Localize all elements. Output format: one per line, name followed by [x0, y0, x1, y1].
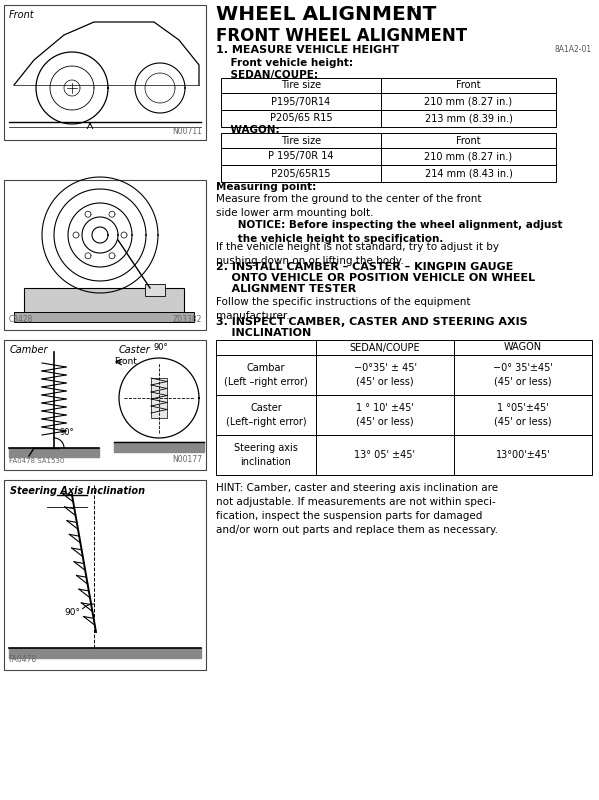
Text: Steering Axis Inclination: Steering Axis Inclination [10, 486, 145, 496]
Text: Front vehicle height:: Front vehicle height: [216, 58, 353, 68]
Text: 213 mm (8.39 in.): 213 mm (8.39 in.) [425, 114, 512, 123]
Text: N00711: N00711 [172, 127, 202, 136]
Text: ALIGNMENT TESTER: ALIGNMENT TESTER [216, 284, 356, 294]
Bar [216, 340, 592, 355]
Bar [216, 355, 592, 395]
Text: Front: Front [114, 358, 137, 366]
Text: P 195/70R 14: P 195/70R 14 [268, 151, 334, 162]
Bar [9, 648, 201, 658]
Bar [4, 340, 206, 470]
Text: P195/70R14: P195/70R14 [271, 97, 331, 106]
Text: Tire size: Tire size [281, 135, 321, 146]
Bar [14, 312, 194, 322]
Bar [114, 442, 204, 452]
Text: C8428: C8428 [9, 315, 34, 324]
Text: −0°35' ± 45'
(45' or less): −0°35' ± 45' (45' or less) [353, 363, 416, 386]
Text: FRONT WHEEL ALIGNMENT: FRONT WHEEL ALIGNMENT [216, 27, 467, 45]
Text: N00177: N00177 [172, 455, 202, 464]
Text: Camber: Camber [10, 345, 49, 355]
Bar [221, 93, 556, 110]
Text: Caster
(Left–right error): Caster (Left–right error) [226, 403, 306, 426]
Text: −0° 35'±45'
(45' or less): −0° 35'±45' (45' or less) [493, 363, 553, 386]
Text: 210 mm (8.27 in.): 210 mm (8.27 in.) [425, 97, 513, 106]
Text: FA0478 SA1530: FA0478 SA1530 [9, 458, 64, 464]
Text: Front: Front [456, 81, 481, 90]
Text: ™: ™ [409, 7, 417, 16]
Text: 90°: 90° [64, 608, 80, 617]
Bar [4, 5, 206, 140]
Text: INCLINATION: INCLINATION [216, 328, 311, 338]
Text: Front: Front [456, 135, 481, 146]
Text: ONTO VEHICLE OR POSITION VEHICLE ON WHEEL: ONTO VEHICLE OR POSITION VEHICLE ON WHEE… [216, 273, 535, 283]
Bar [145, 284, 165, 296]
Text: SEDAN/COUPE: SEDAN/COUPE [350, 342, 420, 353]
Text: HINT: Camber, caster and steering axis inclination are
not adjustable. If measur: HINT: Camber, caster and steering axis i… [216, 483, 498, 535]
Text: 1. MEASURE VEHICLE HEIGHT: 1. MEASURE VEHICLE HEIGHT [216, 45, 400, 55]
Bar [216, 435, 592, 475]
Bar [216, 395, 592, 435]
Text: Steering axis
inclination: Steering axis inclination [234, 443, 298, 466]
Text: Cambar
(Left –right error): Cambar (Left –right error) [224, 363, 308, 386]
Bar [4, 480, 206, 670]
Text: 1 ° 10' ±45'
(45' or less): 1 ° 10' ±45' (45' or less) [356, 403, 414, 426]
Text: P205/65R15: P205/65R15 [271, 169, 331, 178]
Bar [9, 448, 99, 457]
Text: 214 mm (8.43 in.): 214 mm (8.43 in.) [425, 169, 512, 178]
Text: FA0478: FA0478 [8, 655, 37, 664]
Text: WAGON: WAGON [504, 342, 542, 353]
Text: Measuring point:: Measuring point: [216, 182, 316, 192]
Text: P205/65 R15: P205/65 R15 [270, 114, 332, 123]
Text: If the vehicle height is not standard, try to adjust it by
pushing down on or li: If the vehicle height is not standard, t… [216, 242, 499, 266]
Text: 8A1A2-01: 8A1A2-01 [555, 45, 592, 54]
Text: 1 °05'±45'
(45' or less): 1 °05'±45' (45' or less) [494, 403, 552, 426]
Text: 13°00'±45': 13°00'±45' [496, 450, 550, 460]
Bar [221, 110, 556, 127]
Text: Front: Front [9, 10, 35, 20]
Text: Caster: Caster [119, 345, 151, 355]
Text: ..: .. [415, 7, 419, 13]
Bar [221, 78, 556, 93]
Text: SEDAN/COUPE:: SEDAN/COUPE: [216, 70, 318, 80]
Text: 13° 05' ±45': 13° 05' ±45' [355, 450, 416, 460]
Bar [151, 378, 167, 418]
Text: 3. INSPECT CAMBER, CASTER AND STEERING AXIS: 3. INSPECT CAMBER, CASTER AND STEERING A… [216, 317, 528, 327]
Bar [221, 165, 556, 182]
Text: WHEEL ALIGNMENT: WHEEL ALIGNMENT [216, 5, 437, 24]
Text: 90°: 90° [154, 343, 168, 352]
Text: Follow the specific instructions of the equipment
manufacturer.: Follow the specific instructions of the … [216, 297, 470, 321]
Bar [24, 288, 184, 316]
Text: 210 mm (8.27 in.): 210 mm (8.27 in.) [425, 151, 513, 162]
Text: Tire size: Tire size [281, 81, 321, 90]
Text: NOTICE: Before inspecting the wheel alignment, adjust
      the vehicle height t: NOTICE: Before inspecting the wheel alig… [216, 220, 562, 244]
Bar [221, 148, 556, 165]
Text: 90°: 90° [59, 428, 74, 437]
Text: WAGON:: WAGON: [216, 125, 280, 135]
Text: Z03382: Z03382 [173, 315, 202, 324]
Text: 2. INSTALL CAMBER – CASTER – KINGPIN GAUGE: 2. INSTALL CAMBER – CASTER – KINGPIN GAU… [216, 262, 513, 272]
Bar [4, 180, 206, 330]
Bar [221, 133, 556, 148]
Text: Measure from the ground to the center of the front
side lower arm mounting bolt.: Measure from the ground to the center of… [216, 194, 482, 218]
